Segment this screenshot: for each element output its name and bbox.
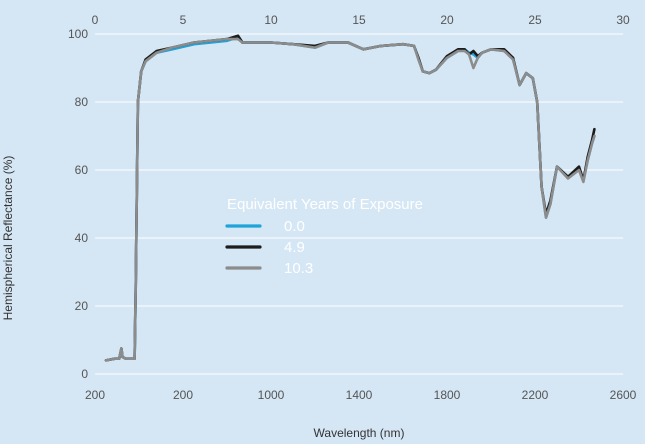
legend-title: Equivalent Years of Exposure [227,196,423,213]
secondary-x-axis-ticks: 0 5 10 15 20 25 30 [92,13,630,27]
legend-label-2: 10.3 [284,260,313,277]
x-tick-label-2: 1000 [258,388,285,402]
secondary-x-tick-label-4: 20 [440,13,454,27]
y-tick-label-2: 40 [75,231,89,245]
x-tick-label-6: 2600 [610,388,637,402]
y-tick-label-5: 100 [68,27,88,41]
legend-items: 0.0 4.9 10.3 [225,218,313,277]
series-lines [104,34,596,362]
legend-label-1: 4.9 [284,239,305,256]
secondary-x-tick-label-2: 10 [264,13,278,27]
secondary-x-tick-label-5: 25 [528,13,542,27]
x-axis-title: Wavelength (nm) [314,426,405,440]
y-tick-label-0: 0 [81,367,88,381]
series-line-2 [104,37,596,362]
secondary-x-tick-label-0: 0 [92,13,99,27]
grid-lines [95,33,623,375]
y-tick-label-4: 80 [75,95,89,109]
y-tick-label-3: 60 [75,163,89,177]
x-tick-label-0: 200 [85,388,105,402]
x-tick-label-4: 1800 [434,388,461,402]
secondary-x-tick-label-1: 5 [180,13,187,27]
legend-label-0: 0.0 [284,218,305,235]
secondary-x-tick-label-6: 30 [616,13,630,27]
y-tick-label-1: 20 [75,299,89,313]
x-tick-label-3: 1400 [346,388,373,402]
x-axis-ticks: 200 200 1000 1400 1800 2200 2600 [85,388,637,402]
x-tick-label-5: 2200 [522,388,549,402]
legend: Equivalent Years of Exposure 0.0 4.9 10.3 [225,196,423,277]
y-axis-title: Hemispherical Reflectance (%) [1,156,15,321]
secondary-x-tick-label-3: 15 [352,13,366,27]
y-axis-ticks: 0 20 40 60 80 100 [68,27,88,381]
x-tick-label-1: 200 [173,388,193,402]
